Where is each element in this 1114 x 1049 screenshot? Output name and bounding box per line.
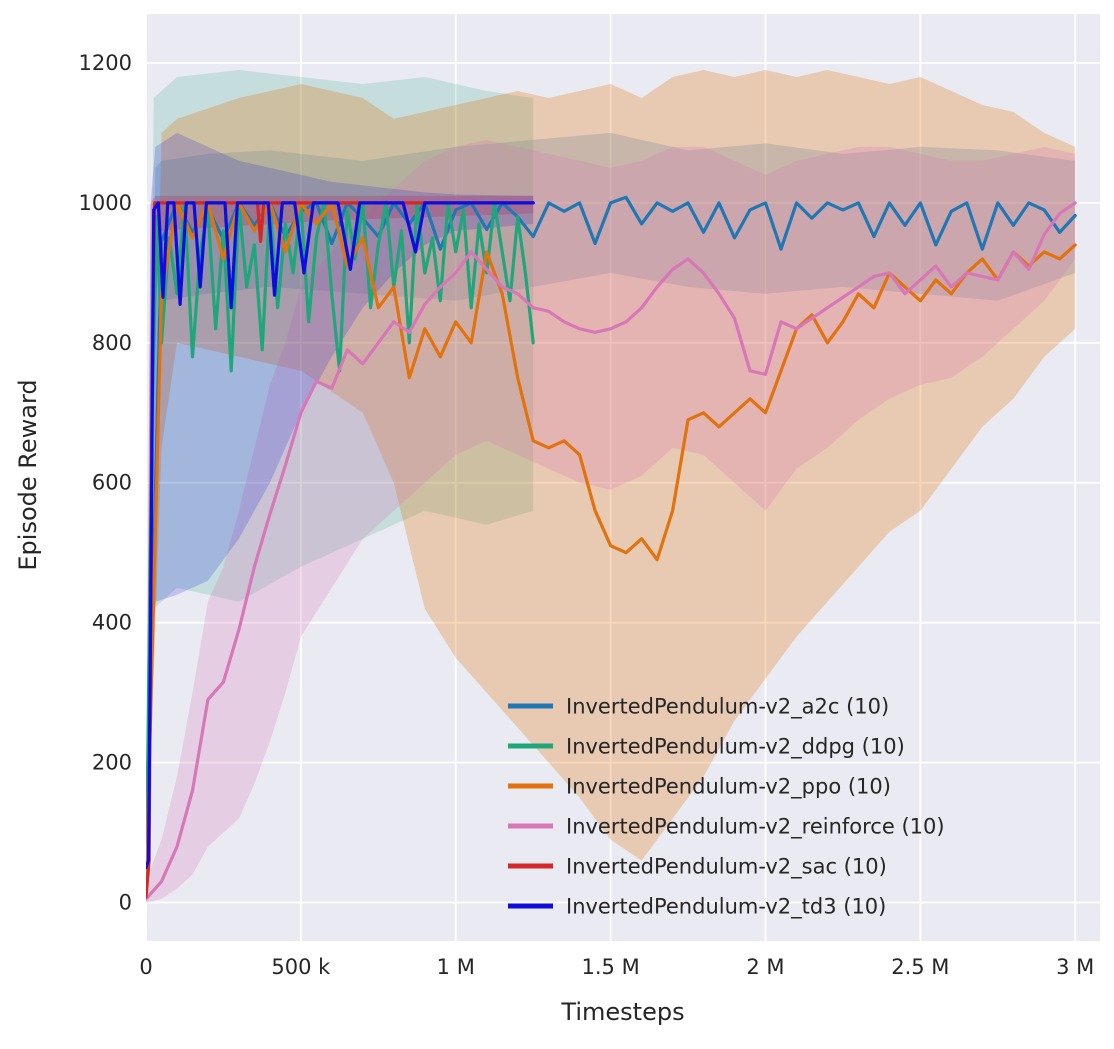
y-tick-label: 1200 bbox=[79, 51, 132, 75]
legend-label-td3: InvertedPendulum-v2_td3 (10) bbox=[566, 895, 886, 920]
x-tick-label: 1 M bbox=[437, 955, 475, 979]
legend-label-reinforce: InvertedPendulum-v2_reinforce (10) bbox=[566, 815, 945, 840]
legend-label-ddpg: InvertedPendulum-v2_ddpg (10) bbox=[566, 735, 905, 760]
x-axis-label: Timesteps bbox=[560, 998, 684, 1026]
legend-label-sac: InvertedPendulum-v2_sac (10) bbox=[566, 855, 887, 880]
x-tick-label: 2 M bbox=[746, 955, 784, 979]
y-tick-label: 1000 bbox=[79, 191, 132, 215]
y-tick-label: 0 bbox=[119, 891, 132, 915]
x-tick-label: 1.5 M bbox=[582, 955, 640, 979]
y-tick-label: 400 bbox=[92, 611, 132, 635]
series-band-td3 bbox=[146, 132, 534, 896]
y-tick-label: 800 bbox=[92, 331, 132, 355]
x-tick-label: 3 M bbox=[1056, 955, 1094, 979]
x-tick-label: 2.5 M bbox=[891, 955, 949, 979]
plot-layer: 0 500 k 1 M 1.5 M 2 M 2.5 M 3 M 0 200 400 600 800 10… bbox=[79, 14, 1100, 979]
y-tick-label: 600 bbox=[92, 471, 132, 495]
legend-label-a2c: InvertedPendulum-v2_a2c (10) bbox=[566, 695, 889, 720]
y-axis-label: Episode Reward bbox=[14, 379, 42, 570]
y-tick-label: 200 bbox=[92, 751, 132, 775]
series-line-reinforce bbox=[146, 201, 1077, 901]
legend-label-ppo: InvertedPendulum-v2_ppo (10) bbox=[566, 775, 891, 800]
series-band-reinforce bbox=[146, 139, 1076, 903]
series-line-td3 bbox=[146, 201, 535, 870]
series-band-ppo bbox=[146, 70, 1076, 899]
series-layer bbox=[146, 70, 1077, 903]
plot-area bbox=[146, 14, 1100, 941]
x-tick-label: 500 k bbox=[271, 955, 331, 979]
x-tick-label: 0 bbox=[139, 955, 152, 979]
legend: InvertedPendulum-v2_a2c (10) InvertedPend… bbox=[508, 695, 945, 920]
